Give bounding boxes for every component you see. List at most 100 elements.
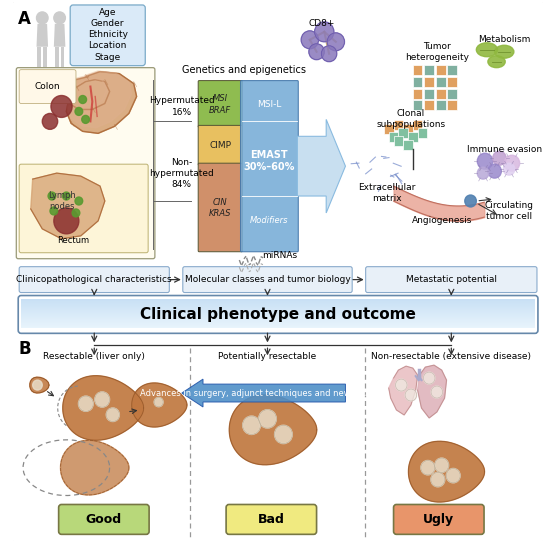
Circle shape: [106, 408, 119, 422]
Text: Non-resectable (extensive disease): Non-resectable (extensive disease): [371, 352, 531, 361]
Circle shape: [465, 195, 476, 207]
Circle shape: [477, 153, 493, 169]
Bar: [43, 47, 47, 67]
Text: Metabolism: Metabolism: [478, 35, 530, 44]
Bar: [436, 88, 446, 99]
FancyBboxPatch shape: [16, 68, 155, 259]
Circle shape: [446, 468, 460, 483]
Bar: [425, 64, 434, 75]
Circle shape: [72, 209, 80, 217]
FancyArrow shape: [182, 379, 345, 407]
Bar: [413, 100, 422, 111]
Polygon shape: [60, 440, 129, 495]
Text: Rectum: Rectum: [57, 236, 89, 246]
Text: Advances in surgery, adjunct techniques and new drugs: Advances in surgery, adjunct techniques …: [140, 389, 377, 397]
Bar: [413, 64, 422, 75]
Bar: [21, 309, 535, 311]
FancyBboxPatch shape: [19, 164, 148, 253]
Text: miRNAs: miRNAs: [262, 251, 297, 260]
Circle shape: [51, 95, 72, 118]
Circle shape: [434, 458, 449, 473]
FancyBboxPatch shape: [394, 505, 484, 534]
Bar: [21, 318, 535, 319]
Bar: [425, 88, 434, 99]
Circle shape: [493, 151, 506, 165]
Ellipse shape: [494, 46, 514, 58]
Polygon shape: [63, 376, 144, 440]
Polygon shape: [409, 441, 485, 502]
Bar: [21, 320, 535, 321]
Bar: [436, 64, 446, 75]
Bar: [21, 327, 535, 328]
Bar: [413, 76, 422, 87]
FancyBboxPatch shape: [366, 267, 537, 293]
Bar: [21, 311, 535, 312]
Text: Tumor
heterogeneity: Tumor heterogeneity: [405, 42, 469, 62]
Bar: [21, 317, 535, 318]
Circle shape: [309, 44, 324, 60]
Text: Modifiers: Modifiers: [250, 216, 289, 225]
Bar: [425, 100, 434, 111]
Bar: [21, 300, 535, 301]
Circle shape: [503, 163, 515, 175]
FancyBboxPatch shape: [198, 81, 243, 127]
Circle shape: [50, 207, 58, 215]
Bar: [448, 64, 457, 75]
Text: EMAST
30%–60%: EMAST 30%–60%: [244, 150, 295, 172]
Bar: [448, 76, 457, 87]
Text: Clinicopathological characteristics: Clinicopathological characteristics: [16, 275, 172, 284]
Polygon shape: [36, 24, 48, 47]
Bar: [21, 326, 535, 327]
Circle shape: [315, 22, 334, 42]
Bar: [21, 305, 535, 306]
Text: Non-
hypermutated
84%: Non- hypermutated 84%: [150, 158, 214, 189]
Text: B: B: [18, 340, 31, 358]
Text: CIN
KRAS: CIN KRAS: [209, 198, 232, 218]
Polygon shape: [417, 365, 447, 418]
Circle shape: [301, 31, 318, 49]
Polygon shape: [54, 24, 65, 47]
Text: A: A: [18, 10, 31, 28]
Text: Extracellular
matrix: Extracellular matrix: [358, 183, 415, 203]
Bar: [21, 315, 535, 317]
Polygon shape: [64, 71, 131, 128]
Bar: [403, 140, 413, 150]
Circle shape: [32, 380, 42, 390]
Text: MSI-L: MSI-L: [257, 100, 282, 109]
Circle shape: [258, 410, 276, 428]
Polygon shape: [298, 119, 345, 213]
FancyBboxPatch shape: [19, 267, 169, 293]
FancyBboxPatch shape: [70, 5, 145, 66]
Bar: [384, 124, 394, 134]
Circle shape: [36, 12, 48, 24]
Bar: [21, 299, 535, 300]
Circle shape: [477, 167, 489, 179]
Circle shape: [243, 416, 260, 435]
Circle shape: [79, 95, 86, 104]
Bar: [21, 324, 535, 325]
Text: Colon: Colon: [34, 82, 60, 91]
Bar: [394, 137, 403, 146]
Text: Genetics and epigenetics: Genetics and epigenetics: [183, 64, 306, 75]
Circle shape: [42, 113, 58, 130]
Circle shape: [321, 46, 337, 62]
Text: Immune evasion: Immune evasion: [467, 145, 542, 154]
Polygon shape: [132, 383, 187, 427]
Circle shape: [75, 107, 82, 115]
Bar: [21, 302, 535, 304]
Circle shape: [431, 473, 445, 487]
Ellipse shape: [476, 43, 498, 57]
Circle shape: [75, 197, 82, 205]
Bar: [413, 120, 422, 130]
Bar: [21, 325, 535, 326]
Text: Ugly: Ugly: [424, 513, 454, 526]
Circle shape: [63, 192, 70, 200]
Bar: [408, 132, 417, 143]
Ellipse shape: [488, 56, 505, 68]
Circle shape: [395, 379, 407, 391]
Bar: [398, 128, 408, 138]
Bar: [37, 47, 41, 67]
Text: CD8+: CD8+: [308, 20, 334, 28]
Polygon shape: [229, 395, 317, 464]
Text: Hypermutated
16%: Hypermutated 16%: [149, 96, 214, 117]
